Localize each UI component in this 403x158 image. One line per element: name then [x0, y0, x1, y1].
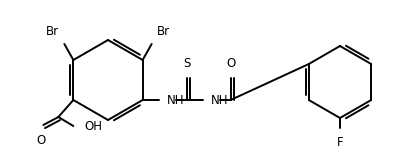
Text: O: O	[226, 57, 235, 70]
Text: NH: NH	[211, 94, 228, 106]
Text: OH: OH	[84, 119, 102, 133]
Text: NH: NH	[167, 94, 184, 106]
Text: S: S	[183, 57, 190, 70]
Text: Br: Br	[157, 25, 170, 38]
Text: F: F	[337, 136, 343, 149]
Text: O: O	[37, 134, 46, 147]
Text: Br: Br	[46, 25, 59, 38]
